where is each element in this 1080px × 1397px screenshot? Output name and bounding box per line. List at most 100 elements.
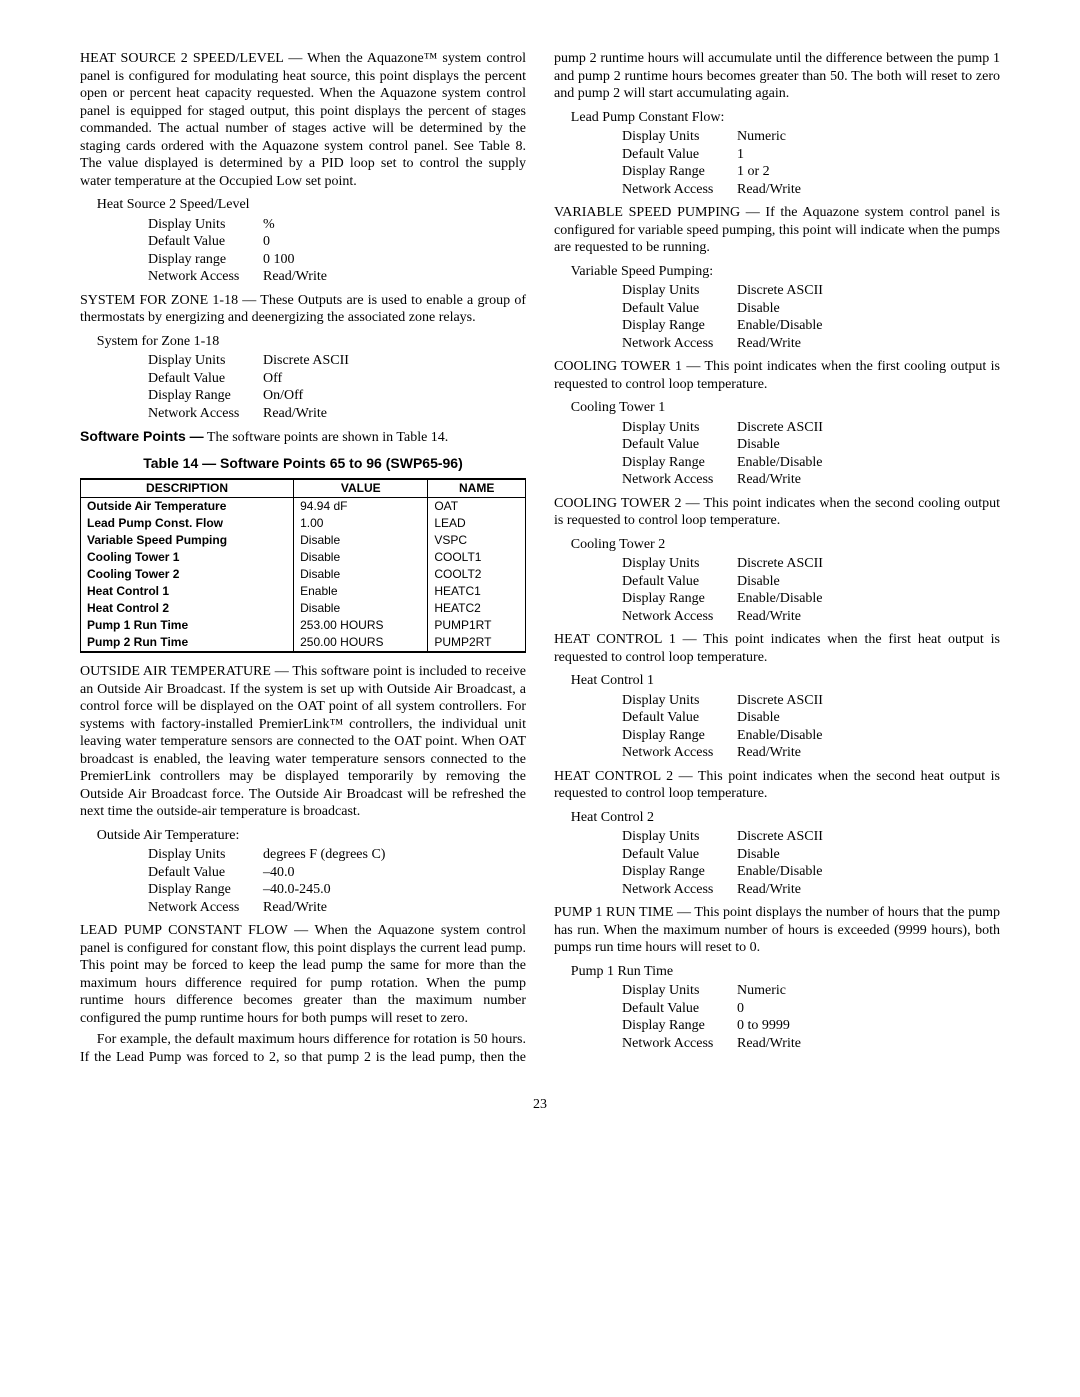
ct1-params: Display UnitsDiscrete ASCII Default Valu… xyxy=(622,419,1000,489)
ct1-title: Cooling Tower 1 xyxy=(554,399,1000,417)
ct2-title: Cooling Tower 2 xyxy=(554,536,1000,554)
table-cell: 94.94 dF xyxy=(294,498,428,516)
lead-pump-params: Display UnitsNumeric Default Value1 Disp… xyxy=(622,128,1000,198)
label-display-units: Display Units xyxy=(148,216,263,234)
table-row: Cooling Tower 2DisableCOOLT2 xyxy=(81,566,526,583)
oat-desc: OUTSIDE AIR TEMPERATURE — This software … xyxy=(80,663,526,821)
table-cell: Outside Air Temperature xyxy=(81,498,294,516)
hc2-display-units: Discrete ASCII xyxy=(737,828,823,846)
p1rt-network-access: Read/Write xyxy=(737,1035,801,1053)
ct1-desc: COOLING TOWER 1 — This point indicates w… xyxy=(554,358,1000,393)
table-14-caption: Table 14 — Software Points 65 to 96 (SWP… xyxy=(80,455,526,473)
table-cell: COOLT1 xyxy=(428,549,526,566)
system-zone-desc: SYSTEM FOR ZONE 1-18 — These Outputs are… xyxy=(80,292,526,327)
vsp-desc: VARIABLE SPEED PUMPING — If the Aquazone… xyxy=(554,204,1000,257)
table-cell: PUMP1RT xyxy=(428,617,526,634)
hs2-default-value: 0 xyxy=(263,233,270,251)
vsp-default-value: Disable xyxy=(737,300,780,318)
hc1-params: Display UnitsDiscrete ASCII Default Valu… xyxy=(622,692,1000,762)
hc1-desc: HEAT CONTROL 1 — This point indicates wh… xyxy=(554,631,1000,666)
hc1-display-units: Discrete ASCII xyxy=(737,692,823,710)
table-cell: Pump 1 Run Time xyxy=(81,617,294,634)
sz-display-units: Discrete ASCII xyxy=(263,352,349,370)
lead-pump-title: Lead Pump Constant Flow: xyxy=(554,109,1000,127)
table-row: Cooling Tower 1DisableCOOLT1 xyxy=(81,549,526,566)
table-row: Lead Pump Const. Flow1.00LEAD xyxy=(81,515,526,532)
vsp-title: Variable Speed Pumping: xyxy=(554,263,1000,281)
lp-display-range: 1 or 2 xyxy=(737,163,770,181)
hs2-network-access: Read/Write xyxy=(263,268,327,286)
table-cell: VSPC xyxy=(428,532,526,549)
hc2-title: Heat Control 2 xyxy=(554,809,1000,827)
table-cell: PUMP2RT xyxy=(428,634,526,652)
table-header: VALUE xyxy=(294,479,428,498)
table-cell: Disable xyxy=(294,600,428,617)
page-columns: HEAT SOURCE 2 SPEED/LEVEL — When the Aqu… xyxy=(80,50,1000,1066)
sz-display-range: On/Off xyxy=(263,387,303,405)
table-row: Heat Control 2DisableHEATC2 xyxy=(81,600,526,617)
oat-display-units: degrees F (degrees C) xyxy=(263,846,385,864)
oat-title: Outside Air Temperature: xyxy=(80,827,526,845)
p1rt-desc: PUMP 1 RUN TIME — This point displays th… xyxy=(554,904,1000,957)
ct2-default-value: Disable xyxy=(737,573,780,591)
hc1-display-range: Enable/Disable xyxy=(737,727,823,745)
table-cell: 1.00 xyxy=(294,515,428,532)
table-cell: LEAD xyxy=(428,515,526,532)
table-cell: Variable Speed Pumping xyxy=(81,532,294,549)
table-row: Pump 1 Run Time253.00 HOURSPUMP1RT xyxy=(81,617,526,634)
table-cell: Pump 2 Run Time xyxy=(81,634,294,652)
table-cell: COOLT2 xyxy=(428,566,526,583)
vsp-network-access: Read/Write xyxy=(737,335,801,353)
hc2-params: Display UnitsDiscrete ASCII Default Valu… xyxy=(622,828,1000,898)
p1rt-title: Pump 1 Run Time xyxy=(554,963,1000,981)
ct2-params: Display UnitsDiscrete ASCII Default Valu… xyxy=(622,555,1000,625)
p1rt-default-value: 0 xyxy=(737,1000,744,1018)
table-cell: Disable xyxy=(294,532,428,549)
table-cell: Lead Pump Const. Flow xyxy=(81,515,294,532)
ct1-network-access: Read/Write xyxy=(737,471,801,489)
table-cell: Cooling Tower 2 xyxy=(81,566,294,583)
oat-network-access: Read/Write xyxy=(263,899,327,917)
sz-default-value: Off xyxy=(263,370,282,388)
system-zone-title: System for Zone 1-18 xyxy=(80,333,526,351)
ct1-display-units: Discrete ASCII xyxy=(737,419,823,437)
table-cell: Heat Control 1 xyxy=(81,583,294,600)
label-display-range: Display range xyxy=(148,251,263,269)
hc1-default-value: Disable xyxy=(737,709,780,727)
table-cell: Disable xyxy=(294,549,428,566)
table-cell: Cooling Tower 1 xyxy=(81,549,294,566)
ct2-network-access: Read/Write xyxy=(737,608,801,626)
vsp-display-units: Discrete ASCII xyxy=(737,282,823,300)
table-cell: Enable xyxy=(294,583,428,600)
ct2-display-units: Discrete ASCII xyxy=(737,555,823,573)
label-default-value: Default Value xyxy=(148,233,263,251)
table-row: Heat Control 1EnableHEATC1 xyxy=(81,583,526,600)
ct1-display-range: Enable/Disable xyxy=(737,454,823,472)
lp-network-access: Read/Write xyxy=(737,181,801,199)
heat-source-2-title: Heat Source 2 Speed/Level xyxy=(80,196,526,214)
oat-default-value: –40.0 xyxy=(263,864,295,882)
table-row: Variable Speed PumpingDisableVSPC xyxy=(81,532,526,549)
software-points-text: The software points are shown in Table 1… xyxy=(204,430,449,445)
oat-display-range: –40.0-245.0 xyxy=(263,881,331,899)
sz-network-access: Read/Write xyxy=(263,405,327,423)
system-zone-params: Display UnitsDiscrete ASCII Default Valu… xyxy=(148,352,526,422)
table-14: DESCRIPTIONVALUENAME Outside Air Tempera… xyxy=(80,478,526,653)
table-cell: HEATC2 xyxy=(428,600,526,617)
table-cell: Heat Control 2 xyxy=(81,600,294,617)
hc2-network-access: Read/Write xyxy=(737,881,801,899)
ct1-default-value: Disable xyxy=(737,436,780,454)
table-row: Pump 2 Run Time250.00 HOURSPUMP2RT xyxy=(81,634,526,652)
table-header: NAME xyxy=(428,479,526,498)
p1rt-display-units: Numeric xyxy=(737,982,786,1000)
hs2-display-range: 0 100 xyxy=(263,251,295,269)
heat-source-2-params: Display Units% Default Value0 Display ra… xyxy=(148,216,526,286)
ct2-desc: COOLING TOWER 2 — This point indicates w… xyxy=(554,495,1000,530)
label-network-access: Network Access xyxy=(148,268,263,286)
software-points-head: Software Points — xyxy=(80,428,204,444)
hc2-desc: HEAT CONTROL 2 — This point indicates wh… xyxy=(554,768,1000,803)
table-cell: HEATC1 xyxy=(428,583,526,600)
heat-source-2-desc: HEAT SOURCE 2 SPEED/LEVEL — When the Aqu… xyxy=(80,50,526,190)
table-cell: 250.00 HOURS xyxy=(294,634,428,652)
software-points-line: Software Points — The software points ar… xyxy=(80,428,526,447)
